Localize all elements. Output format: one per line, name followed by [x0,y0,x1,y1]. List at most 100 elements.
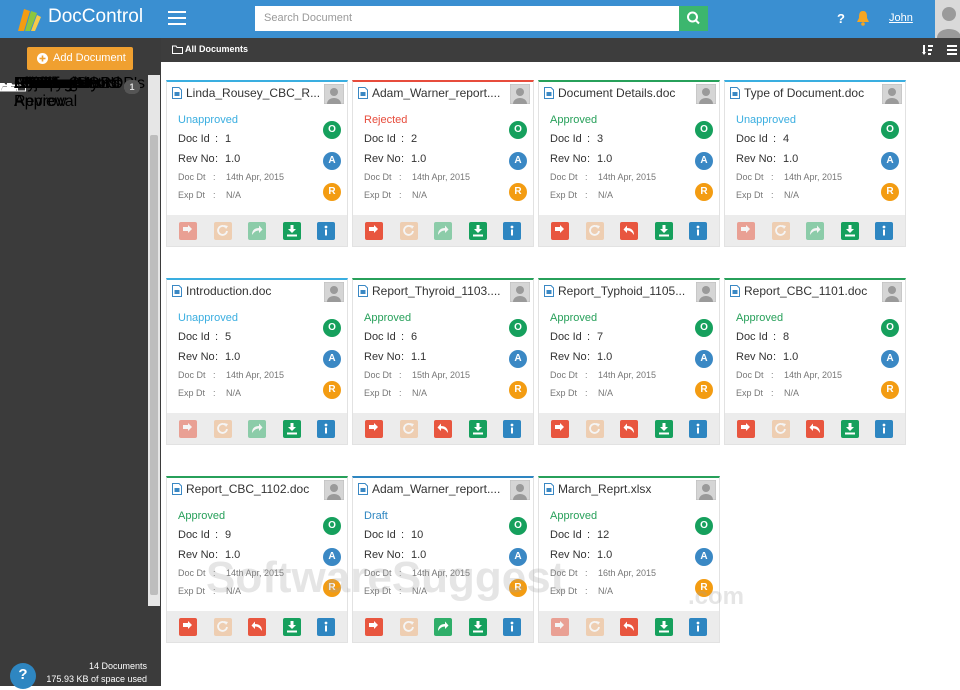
document-name[interactable]: Linda_Rousey_CBC_R... [186,86,320,100]
sort-button[interactable] [922,44,934,56]
role-badge[interactable]: R [881,183,899,201]
role-badge[interactable]: O [509,517,527,535]
scrollbar[interactable] [148,75,160,606]
role-badge[interactable]: O [509,319,527,337]
role-badge[interactable]: R [695,381,713,399]
role-badge[interactable]: A [323,350,341,368]
info-button[interactable] [875,222,893,240]
download-button[interactable] [282,420,301,438]
document-name[interactable]: Adam_Warner_report.... [372,482,501,496]
user-avatar[interactable] [935,0,960,38]
download-button[interactable] [282,618,301,636]
download-button[interactable] [282,222,301,240]
download-button[interactable] [654,618,673,636]
brand[interactable]: DocControl [48,6,144,27]
exit-button[interactable] [365,618,383,636]
undo-button[interactable] [620,420,638,438]
role-badge[interactable]: O [695,517,713,535]
role-badge[interactable]: O [323,319,341,337]
role-badge[interactable]: R [881,381,899,399]
role-badge[interactable]: R [509,381,527,399]
role-badge[interactable]: R [509,579,527,597]
role-badge[interactable]: A [881,152,899,170]
info-button[interactable] [689,618,707,636]
list-view-button[interactable] [947,45,957,55]
exit-button[interactable] [737,420,755,438]
undo-button[interactable] [806,420,824,438]
status: Unapproved [736,114,796,126]
field-label: Exp Dt [550,190,578,200]
role-badge[interactable]: A [695,152,713,170]
role-badge[interactable]: R [323,183,341,201]
download-button[interactable] [468,222,487,240]
info-button[interactable] [317,222,335,240]
role-badge[interactable]: R [695,183,713,201]
add-document-button[interactable]: Add Document [27,47,133,70]
role-badge[interactable]: O [695,319,713,337]
document-name[interactable]: March_Reprt.xlsx [558,482,652,496]
info-button[interactable] [689,420,707,438]
tree-label: Drafts [14,75,57,92]
help-icon[interactable]: ? [837,11,845,26]
download-button[interactable] [654,222,673,240]
notification-bell[interactable] [856,10,870,26]
document-name[interactable]: Report_Thyroid_1103.... [372,284,501,298]
document-name[interactable]: Adam_Warner_report.... [372,86,501,100]
document-name[interactable]: Report_CBC_1101.doc [744,284,868,298]
search-input[interactable]: Search Document [255,6,679,31]
search-button[interactable] [679,6,708,31]
download-button[interactable] [654,420,673,438]
role-badge[interactable]: A [695,350,713,368]
role-badge[interactable]: O [695,121,713,139]
info-button[interactable] [503,618,521,636]
exit-button[interactable] [365,420,383,438]
document-name[interactable]: Introduction.doc [186,284,272,298]
exit-button[interactable] [365,222,383,240]
document-name[interactable]: Report_CBC_1102.doc [186,482,310,496]
document-name[interactable]: Type of Document.doc [744,86,865,100]
role-badge[interactable]: A [509,152,527,170]
exit-button [551,618,569,636]
role-badge[interactable]: O [323,121,341,139]
role-badge[interactable]: R [695,579,713,597]
exit-button[interactable] [551,420,569,438]
role-badge[interactable]: O [881,121,899,139]
share-button[interactable] [434,618,452,636]
info-button[interactable] [317,420,335,438]
role-badge[interactable]: R [323,579,341,597]
owner-avatar [324,480,344,500]
undo-button[interactable] [248,618,266,636]
top-bar: DocControl Search Document ? John [0,0,960,38]
role-badge[interactable]: R [323,381,341,399]
help-circle[interactable] [9,662,37,690]
info-button[interactable] [875,420,893,438]
exit-button[interactable] [551,222,569,240]
undo-button[interactable] [434,420,452,438]
role-badge[interactable]: A [509,548,527,566]
role-badge[interactable]: O [509,121,527,139]
role-badge[interactable]: A [509,350,527,368]
info-button[interactable] [317,618,335,636]
download-button[interactable] [840,420,859,438]
role-badge[interactable]: A [695,548,713,566]
download-button[interactable] [840,222,859,240]
role-badge[interactable]: R [509,183,527,201]
role-badge[interactable]: O [323,517,341,535]
document-name[interactable]: Document Details.doc [558,86,676,100]
document-name[interactable]: Report_Typhoid_1105... [558,284,686,298]
role-badge[interactable]: A [323,548,341,566]
user-link[interactable]: John [889,12,913,24]
undo-button[interactable] [620,618,638,636]
document-card: March_Reprt.xlsx Approved Doc Id:12 Rev No:… [538,476,720,643]
download-button[interactable] [468,618,487,636]
role-badge[interactable]: A [323,152,341,170]
info-button[interactable] [503,222,521,240]
role-badge[interactable]: O [881,319,899,337]
download-button[interactable] [468,420,487,438]
info-button[interactable] [689,222,707,240]
info-button[interactable] [503,420,521,438]
role-badge[interactable]: A [881,350,899,368]
undo-button[interactable] [620,222,638,240]
exit-button[interactable] [179,618,197,636]
menu-toggle[interactable] [168,11,186,25]
